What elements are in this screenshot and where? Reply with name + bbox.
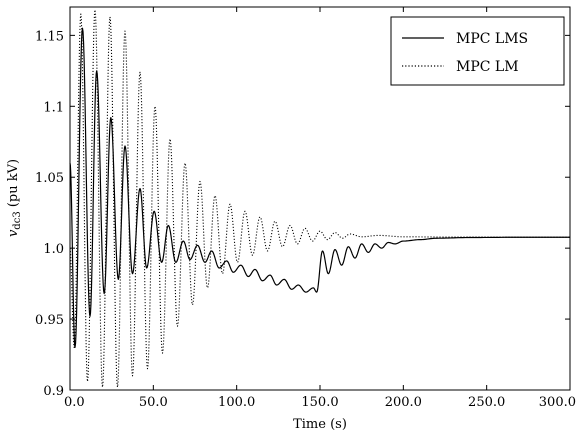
y-tick-label: 0.95 (35, 313, 64, 328)
y-tick-label: 1.05 (35, 171, 64, 186)
series-lines (69, 9, 571, 388)
y-tick-label: 1.15 (35, 29, 64, 44)
legend: MPC LMS MPC LM (390, 16, 565, 86)
x-tick-label: 100.0 (218, 395, 255, 410)
y-tick-label: 1.0 (43, 242, 64, 257)
y-axis-label-symbol: v (6, 229, 21, 237)
x-tick-label: 150.0 (301, 395, 338, 410)
x-tick-label: 0.0 (64, 395, 85, 410)
legend-label-mpc-lm: MPC LM (456, 59, 519, 75)
x-tick-label: 300.0 (539, 395, 576, 410)
plot-frame (69, 6, 571, 391)
x-axis-label: Time (s) (293, 417, 347, 432)
x-tick-labels: 0.0 50.0 100.0 150.0 200.0 250.0 300.0 (64, 395, 576, 410)
y-axis-label: vdc3 (pu kV) (6, 159, 23, 237)
y-tick-label: 1.1 (43, 100, 64, 115)
x-tick-label: 200.0 (385, 395, 422, 410)
y-tick-labels: 0.9 0.95 1.0 1.05 1.1 1.15 (35, 29, 64, 399)
y-tick-label: 0.9 (43, 384, 64, 399)
legend-label-mpc-lms: MPC LMS (456, 31, 528, 47)
x-tick-label: 250.0 (468, 395, 505, 410)
y-axis-label-subscript: dc3 (12, 211, 23, 229)
x-tick-label: 50.0 (139, 395, 168, 410)
legend-box (390, 16, 565, 86)
series-line-mpc-lms (69, 27, 570, 349)
y-axis-label-unit: (pu kV) (6, 159, 21, 211)
